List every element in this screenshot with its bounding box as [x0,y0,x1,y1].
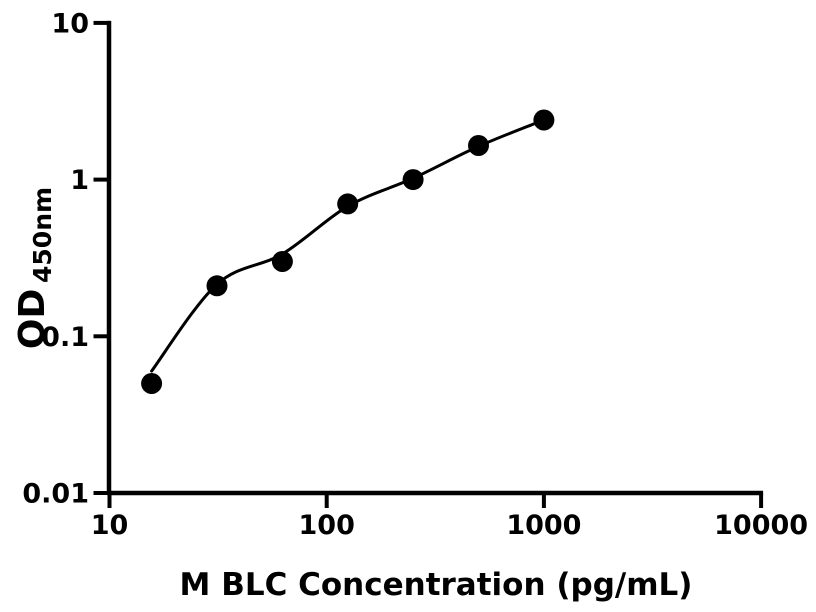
y-axis-title-base: OD [12,289,53,350]
data-point [402,169,424,191]
fit-curve-line [150,118,546,373]
y-tick-label: 0.1 [41,322,89,353]
x-tick-label: 10 [91,510,129,541]
y-tick-label: 0.01 [22,479,89,510]
data-point [337,193,359,215]
data-point [533,109,555,131]
x-tick-label: 1000 [506,510,581,541]
x-tick-label: 100 [299,510,355,541]
axes-group: 10 100 1000 10000 10 1 0.1 0.01 [22,8,808,541]
x-tick-label: 10000 [714,510,808,541]
data-point [468,135,489,156]
y-tick-label: 1 [70,165,89,196]
x-axis-title: M BLC Concentration (pg/mL) [180,567,693,603]
data-point [141,373,163,394]
data-point [271,251,293,272]
y-tick-label: 10 [51,8,89,39]
data-points-group [141,109,555,394]
y-axis-title-subscript: 450nm [28,187,57,283]
y-axis-title: OD 450nm [12,187,57,349]
data-point [206,275,228,297]
